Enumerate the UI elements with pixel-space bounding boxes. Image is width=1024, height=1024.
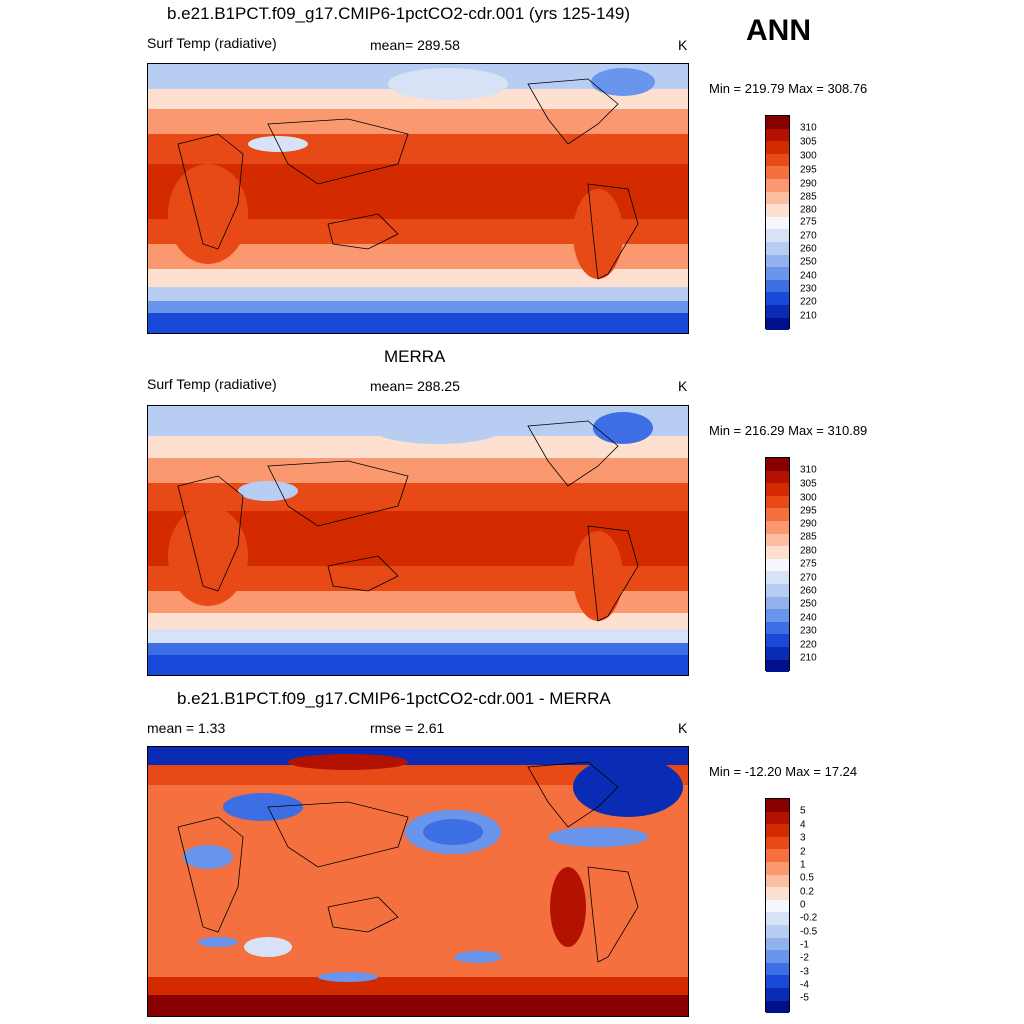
colorbar-tick: 275 [800, 216, 817, 228]
panel-2-map-svg [148, 406, 688, 675]
colorbar-tick: 295 [800, 505, 817, 517]
panel-1-minmax: Min = 219.79 Max = 308.76 [709, 81, 868, 96]
colorbar-tick: 280 [800, 204, 817, 216]
panel-3-map-svg [148, 747, 688, 1016]
colorbar-tick: 300 [800, 492, 817, 504]
panel-2-variable-label: Surf Temp (radiative) [147, 376, 277, 392]
panel-2-title: MERRA [384, 347, 446, 366]
colorbar-tick: 250 [800, 598, 817, 610]
colorbar-tick: 310 [800, 464, 817, 476]
panel-1-map-svg [148, 64, 688, 333]
colorbar-tick: 260 [800, 585, 817, 597]
colorbar-tick: 270 [800, 572, 817, 584]
colorbar-tick: -0.5 [800, 926, 818, 938]
panel-3-title: b.e21.B1PCT.f09_g17.CMIP6-1pctCO2-cdr.00… [177, 689, 611, 708]
colorbar-tick: -3 [800, 966, 809, 978]
colorbar-tick: 260 [800, 243, 817, 255]
panel-3-colorbar [765, 798, 790, 1014]
panel-2-mean-label: mean= 288.25 [370, 378, 460, 394]
colorbar-tick: 210 [800, 310, 817, 322]
colorbar-tick: 210 [800, 652, 817, 664]
colorbar-tick: 310 [800, 122, 817, 134]
colorbar-tick: 290 [800, 178, 817, 190]
panel-3-minmax: Min = -12.20 Max = 17.24 [709, 764, 858, 779]
panel-2-colorbar [765, 457, 790, 673]
colorbar-tick: 285 [800, 531, 817, 543]
colorbar-tick: 280 [800, 545, 817, 557]
colorbar-tick: -0.2 [800, 912, 818, 924]
colorbar-tick: 3 [800, 832, 806, 844]
colorbar-tick: 230 [800, 625, 817, 637]
colorbar-tick: 240 [800, 612, 817, 624]
panel-2-unit-label: K [678, 378, 688, 394]
colorbar-tick: -5 [800, 992, 809, 1004]
colorbar-tick: -4 [800, 979, 809, 991]
colorbar-tick: 290 [800, 518, 817, 530]
panel-3-rmse-label: rmse = 2.61 [370, 720, 445, 736]
panel-3-mean-label: mean = 1.33 [147, 720, 226, 736]
colorbar-tick: 240 [800, 270, 817, 282]
colorbar-tick: 270 [800, 230, 817, 242]
colorbar-tick: 0.5 [800, 872, 814, 884]
colorbar-tick: 1 [800, 859, 806, 871]
panel-1-title: b.e21.B1PCT.f09_g17.CMIP6-1pctCO2-cdr.00… [167, 4, 631, 23]
panel-2-map [147, 405, 689, 676]
colorbar-tick: 0 [800, 899, 806, 911]
panel-1-variable-label: Surf Temp (radiative) [147, 35, 277, 51]
colorbar-tick: 300 [800, 150, 817, 162]
panel-2-minmax: Min = 216.29 Max = 310.89 [709, 423, 868, 438]
panel-3-unit-label: K [678, 720, 688, 736]
colorbar-tick: -2 [800, 952, 809, 964]
colorbar-tick: -1 [800, 939, 809, 951]
panel-3-map [147, 746, 689, 1017]
panel-1-mean-label: mean= 289.58 [370, 37, 460, 53]
colorbar-tick: 4 [800, 819, 806, 831]
colorbar-tick: 220 [800, 639, 817, 651]
colorbar-tick: 2 [800, 846, 806, 858]
colorbar-tick: 220 [800, 296, 817, 308]
colorbar-tick: 305 [800, 136, 817, 148]
colorbar-tick: 295 [800, 164, 817, 176]
colorbar-tick: 275 [800, 558, 817, 570]
panel-1-colorbar [765, 115, 790, 331]
colorbar-tick: 285 [800, 191, 817, 203]
panel-1-map [147, 63, 689, 334]
panel-1-unit-label: K [678, 37, 688, 53]
colorbar-tick: 5 [800, 805, 806, 817]
season-label: ANN [746, 14, 811, 47]
colorbar-tick: 230 [800, 283, 817, 295]
colorbar-tick: 0.2 [800, 886, 814, 898]
colorbar-tick: 305 [800, 478, 817, 490]
colorbar-tick: 250 [800, 256, 817, 268]
